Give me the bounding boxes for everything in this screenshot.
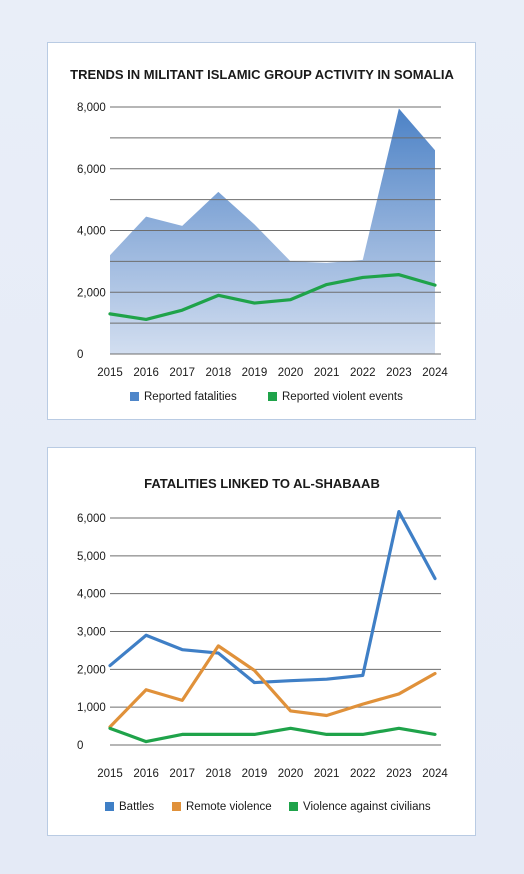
y-tick-label: 4,000 (77, 226, 106, 238)
chart-panel-somalia-activity: TRENDS IN MILITANT ISLAMIC GROUP ACTIVIT… (47, 42, 476, 420)
y-tick-label: 0 (77, 349, 83, 361)
x-tick-label: 2020 (278, 367, 304, 379)
y-tick-label: 1,000 (77, 702, 106, 714)
y-tick-label: 2,000 (77, 287, 106, 299)
y-tick-label: 3,000 (77, 627, 106, 639)
y-tick-label: 5,000 (77, 551, 106, 563)
legend-swatch (172, 802, 181, 811)
x-tick-label: 2023 (386, 367, 412, 379)
legend-label: Violence against civilians (303, 801, 431, 813)
x-tick-label: 2015 (97, 768, 123, 780)
x-tick-label: 2017 (169, 367, 195, 379)
series-line-remote-violence (108, 644, 437, 729)
x-tick-label: 2024 (422, 768, 448, 780)
chart-title: TRENDS IN MILITANT ISLAMIC GROUP ACTIVIT… (70, 67, 454, 82)
y-tick-label: 0 (77, 740, 83, 752)
legend-label: Remote violence (186, 801, 272, 813)
series-line-battles (108, 509, 437, 685)
x-tick-label: 2021 (314, 367, 340, 379)
legend-swatch (105, 802, 114, 811)
y-tick-label: 2,000 (77, 664, 106, 676)
x-tick-label: 2016 (133, 768, 159, 780)
chart-panel-al-shabaab-fatalities: FATALITIES LINKED TO AL-SHABAAB 0 1,000 2,0… (47, 447, 476, 836)
legend-label: Battles (119, 801, 154, 813)
y-tick-label: 6,000 (77, 513, 106, 525)
x-tick-label: 2022 (350, 768, 376, 780)
y-tick-label: 4,000 (77, 589, 106, 601)
al-shabaab-fatalities-chart: FATALITIES LINKED TO AL-SHABAAB 0 1,000 2,0… (77, 476, 448, 813)
x-tick-label: 2015 (97, 367, 123, 379)
x-tick-label: 2019 (242, 367, 268, 379)
y-tick-label: 8,000 (77, 102, 106, 114)
x-tick-label: 2024 (422, 367, 448, 379)
x-tick-label: 2023 (386, 768, 412, 780)
chart-title: FATALITIES LINKED TO AL-SHABAAB (144, 476, 380, 491)
y-tick-label: 6,000 (77, 164, 106, 176)
legend-label: Reported fatalities (144, 391, 237, 403)
legend-label: Reported violent events (282, 391, 403, 403)
x-tick-label: 2022 (350, 367, 376, 379)
x-tick-label: 2016 (133, 367, 159, 379)
x-tick-label: 2021 (314, 768, 340, 780)
x-tick-label: 2018 (206, 367, 232, 379)
x-tick-label: 2020 (278, 768, 304, 780)
series-line-violence-against-civilians (108, 726, 437, 744)
legend-swatch (268, 392, 277, 401)
series-line-reported-violent-events (108, 273, 437, 322)
legend-swatch (130, 392, 139, 401)
legend-swatch (289, 802, 298, 811)
x-tick-label: 2019 (242, 768, 268, 780)
x-tick-label: 2017 (169, 768, 195, 780)
somalia-activity-chart: TRENDS IN MILITANT ISLAMIC GROUP ACTIVIT… (70, 67, 454, 403)
x-tick-label: 2018 (206, 768, 232, 780)
